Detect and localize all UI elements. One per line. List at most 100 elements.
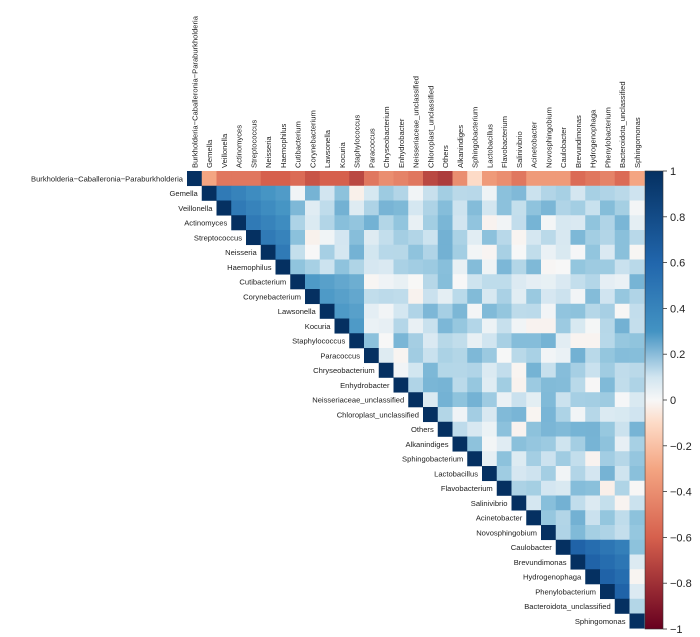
heatmap-cell bbox=[393, 318, 409, 334]
heatmap-cell bbox=[570, 451, 586, 467]
heatmap-cell bbox=[364, 348, 380, 364]
heatmap-cell bbox=[600, 392, 616, 408]
heatmap-cell bbox=[408, 318, 424, 334]
heatmap-cell bbox=[614, 274, 630, 290]
heatmap-cell bbox=[526, 200, 542, 216]
heatmap-cell bbox=[423, 230, 439, 246]
heatmap-cell bbox=[629, 510, 645, 526]
heatmap-cell bbox=[319, 230, 335, 246]
heatmap-cell bbox=[349, 200, 365, 216]
heatmap-cell bbox=[614, 569, 630, 585]
heatmap-cell bbox=[275, 215, 291, 231]
heatmap-cell bbox=[452, 230, 468, 246]
heatmap-cell bbox=[496, 318, 512, 334]
heatmap-cell bbox=[393, 333, 409, 349]
heatmap-cell bbox=[585, 289, 601, 305]
column-label: Kocuria bbox=[338, 141, 347, 168]
heatmap-cell bbox=[629, 215, 645, 231]
heatmap-cell bbox=[393, 215, 409, 231]
heatmap-cell bbox=[541, 451, 557, 467]
heatmap-cell bbox=[570, 436, 586, 452]
row-label: Alkanindiges bbox=[405, 440, 448, 449]
heatmap-cell bbox=[319, 171, 335, 187]
heatmap-cell bbox=[290, 230, 306, 246]
heatmap-cell bbox=[541, 259, 557, 275]
heatmap-cell bbox=[216, 171, 232, 187]
heatmap-cell bbox=[452, 362, 468, 378]
heatmap-cell bbox=[364, 318, 380, 334]
heatmap-cell bbox=[467, 289, 483, 305]
heatmap-cell bbox=[452, 377, 468, 393]
heatmap-cell bbox=[467, 230, 483, 246]
heatmap-cell bbox=[246, 230, 262, 246]
row-label: Lawsonella bbox=[278, 307, 317, 316]
heatmap-cell bbox=[541, 377, 557, 393]
heatmap-cell bbox=[378, 200, 394, 216]
heatmap-cell bbox=[231, 200, 247, 216]
heatmap-cell bbox=[393, 185, 409, 201]
heatmap-cell bbox=[570, 333, 586, 349]
heatmap-cell bbox=[585, 539, 601, 555]
heatmap-cell bbox=[482, 348, 498, 364]
heatmap-cell bbox=[482, 171, 498, 187]
heatmap-cell bbox=[482, 421, 498, 437]
heatmap-cell bbox=[541, 362, 557, 378]
heatmap-cell bbox=[378, 318, 394, 334]
heatmap-cell bbox=[423, 244, 439, 260]
heatmap-cell bbox=[585, 569, 601, 585]
heatmap-cell bbox=[496, 200, 512, 216]
heatmap-cell bbox=[290, 244, 306, 260]
heatmap-cell bbox=[423, 171, 439, 187]
heatmap-cell bbox=[585, 554, 601, 570]
heatmap-cell bbox=[290, 185, 306, 201]
heatmap-cell bbox=[629, 348, 645, 364]
heatmap-cell bbox=[378, 185, 394, 201]
heatmap-cell bbox=[496, 421, 512, 437]
heatmap-cell bbox=[526, 466, 542, 482]
heatmap-cell bbox=[408, 303, 424, 319]
row-label: Salinivibrio bbox=[471, 499, 508, 508]
heatmap-cell bbox=[482, 451, 498, 467]
heatmap-cell bbox=[467, 436, 483, 452]
row-label: Lactobacillus bbox=[434, 469, 478, 478]
heatmap-cell bbox=[393, 244, 409, 260]
heatmap-cell bbox=[437, 377, 453, 393]
heatmap-cell bbox=[541, 392, 557, 408]
heatmap-cell bbox=[260, 200, 276, 216]
heatmap-cell bbox=[600, 303, 616, 319]
heatmap-cell bbox=[570, 348, 586, 364]
column-label: Novosphingobium bbox=[544, 107, 553, 168]
row-label: Flavobacterium bbox=[441, 484, 493, 493]
column-label: Caulobacter bbox=[559, 127, 568, 168]
heatmap-cell bbox=[496, 436, 512, 452]
heatmap-cell bbox=[467, 244, 483, 260]
column-label: Veillonella bbox=[220, 133, 229, 168]
heatmap-cell bbox=[614, 244, 630, 260]
heatmap-cell bbox=[231, 171, 247, 187]
heatmap-cell bbox=[629, 362, 645, 378]
heatmap-cell bbox=[526, 436, 542, 452]
heatmap-cell bbox=[496, 215, 512, 231]
heatmap-cell bbox=[629, 171, 645, 187]
heatmap-cell bbox=[423, 333, 439, 349]
colorbar-tick-label: 0.4 bbox=[670, 303, 685, 315]
heatmap-cell bbox=[423, 392, 439, 408]
heatmap-cell bbox=[246, 171, 262, 187]
heatmap-cell bbox=[600, 274, 616, 290]
heatmap-cell bbox=[452, 436, 468, 452]
heatmap-cell bbox=[305, 215, 321, 231]
heatmap-cell bbox=[526, 480, 542, 496]
heatmap-cell bbox=[600, 480, 616, 496]
heatmap-cell bbox=[629, 598, 645, 614]
heatmap-cell bbox=[570, 495, 586, 511]
column-label: Hydrogenophaga bbox=[589, 109, 598, 168]
heatmap-cell bbox=[482, 466, 498, 482]
heatmap-cell bbox=[511, 333, 527, 349]
heatmap-cell bbox=[482, 200, 498, 216]
heatmap-cell bbox=[482, 392, 498, 408]
heatmap-cell bbox=[393, 259, 409, 275]
heatmap-cell bbox=[570, 259, 586, 275]
heatmap-cell bbox=[600, 348, 616, 364]
heatmap-cell bbox=[364, 289, 380, 305]
heatmap-cell bbox=[349, 259, 365, 275]
